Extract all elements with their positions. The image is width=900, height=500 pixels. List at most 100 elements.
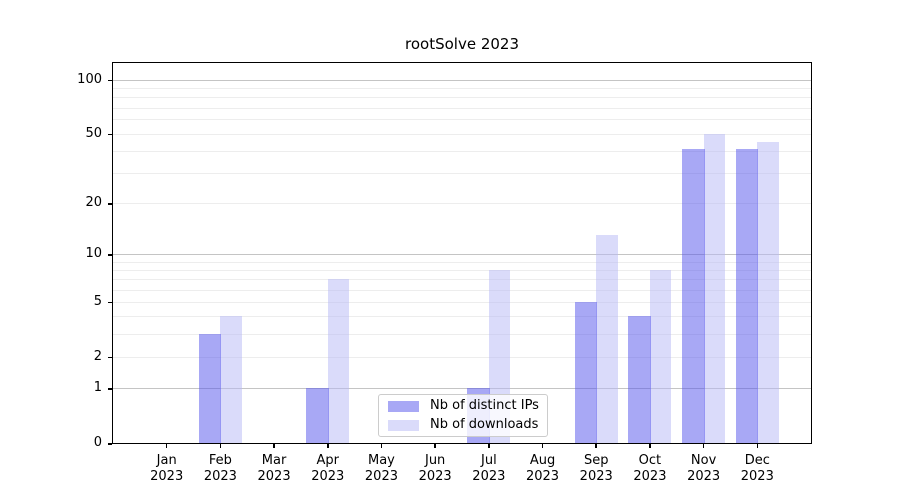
gridline-minor-8 [113, 270, 811, 272]
gridline-minor-90 [113, 87, 811, 89]
x-tick-year-apr: 2023 [311, 469, 345, 484]
x-tick-month-apr: Apr [316, 453, 340, 468]
gridline-major-10 [113, 254, 811, 256]
x-tick-label-jun: Jun 2023 [405, 453, 465, 485]
y-tick-mark-0 [108, 443, 112, 445]
bar-apr-downloads [327, 279, 350, 443]
x-tick-month-dec: Dec [744, 453, 770, 468]
x-tick-label-aug: Aug 2023 [513, 453, 573, 485]
x-tick-year-feb: 2023 [203, 469, 237, 484]
y-tick-label-1: 1 [93, 380, 102, 396]
bar-sep-distinct-ips [574, 301, 598, 443]
gridline-minor-50 [113, 133, 811, 135]
x-tick-label-dec: Dec 2023 [727, 453, 787, 485]
bar-feb-distinct-ips [198, 333, 222, 443]
x-tick-mark-oct [649, 444, 651, 448]
y-tick-label-0: 0 [93, 435, 102, 450]
y-tick-label-2: 2 [93, 348, 102, 364]
x-tick-mark-jul [488, 444, 490, 448]
x-tick-month-aug: Aug [529, 453, 556, 468]
gridline-minor-4 [113, 316, 811, 318]
gridline-minor-80 [113, 97, 811, 99]
x-tick-month-nov: Nov [690, 453, 717, 468]
plot-area [112, 62, 812, 444]
y-tick-label-100: 100 [77, 71, 102, 87]
x-tick-label-feb: Feb 2023 [190, 453, 250, 485]
legend-swatch-downloads [388, 419, 419, 431]
chart-title: rootSolve 2023 [405, 35, 519, 53]
gridline-minor-6 [113, 289, 811, 291]
gridline-minor-60 [113, 119, 811, 121]
y-tick-label-10: 10 [85, 246, 102, 262]
gridline-major-100 [113, 79, 811, 81]
x-tick-label-nov: Nov 2023 [674, 453, 734, 485]
legend: Nb of distinct IPs Nb of downloads [378, 394, 548, 437]
x-tick-label-jul: Jul 2023 [459, 453, 519, 485]
gridline-minor-40 [113, 150, 811, 152]
x-tick-month-jul: Jul [481, 453, 497, 468]
gridline-minor-20 [113, 203, 811, 205]
x-tick-month-mar: Mar [261, 453, 287, 468]
y-tick-mark-1 [108, 388, 112, 390]
gridline-minor-7 [113, 279, 811, 281]
x-tick-label-sep: Sep 2023 [566, 453, 626, 485]
x-tick-month-jun: Jun [424, 453, 446, 468]
x-tick-year-aug: 2023 [525, 469, 560, 484]
y-tick-mark-2 [108, 356, 112, 359]
legend-swatch-distinct-ips [388, 400, 419, 412]
y-tick-mark-10 [108, 254, 112, 256]
legend-item-distinct-ips: Nb of distinct IPs [388, 399, 547, 413]
y-axis: 0 1 2 5 10 20 50 100 [0, 63, 112, 450]
gridline-minor-70 [113, 107, 811, 109]
x-tick-year-oct: 2023 [633, 469, 667, 484]
x-tick-label-mar: Mar 2023 [244, 453, 304, 485]
x-tick-year-mar: 2023 [257, 469, 291, 484]
bar-dec-distinct-ips [735, 148, 759, 443]
x-tick-mark-jan [165, 444, 168, 448]
x-tick-mark-sep [595, 444, 597, 448]
bar-oct-downloads [649, 270, 672, 443]
x-tick-label-may: May 2023 [351, 453, 411, 485]
gridline-minor-5 [113, 301, 811, 303]
bar-nov-downloads [703, 133, 726, 443]
bar-feb-downloads [220, 316, 242, 443]
gridline-minor-30 [113, 172, 811, 174]
x-tick-mark-mar [273, 444, 275, 448]
y-tick-mark-50 [108, 133, 112, 136]
x-tick-mark-may [380, 444, 383, 448]
x-tick-month-may: May [368, 453, 395, 468]
gridline-major-1 [113, 388, 811, 390]
legend-item-downloads: Nb of downloads [388, 418, 547, 432]
y-tick-mark-20 [108, 203, 112, 205]
y-tick-label-5: 5 [93, 293, 102, 309]
x-tick-month-feb: Feb [208, 453, 232, 468]
x-tick-mark-dec [756, 444, 759, 448]
x-tick-year-may: 2023 [364, 469, 398, 484]
x-axis: Jan 2023 Feb 2023 Mar 2023 Apr 2023 May 2023 Jun 20… [113, 444, 811, 500]
y-tick-mark-100 [108, 79, 112, 82]
x-tick-month-sep: Sep [583, 453, 609, 468]
gridline-minor-9 [113, 261, 811, 263]
x-tick-month-jan: Jan [156, 453, 177, 468]
y-tick-label-20: 20 [85, 195, 102, 211]
x-tick-year-sep: 2023 [579, 469, 613, 484]
x-tick-mark-aug [541, 444, 544, 448]
x-tick-year-nov: 2023 [687, 469, 721, 484]
gridline-minor-2 [113, 356, 811, 358]
y-tick-label-50: 50 [85, 125, 102, 141]
x-tick-label-apr: Apr 2023 [298, 453, 358, 485]
x-tick-mark-apr [327, 444, 329, 448]
x-tick-year-jan: 2023 [150, 469, 184, 484]
x-tick-mark-nov [702, 444, 705, 448]
x-tick-year-jul: 2023 [472, 469, 506, 484]
x-tick-label-oct: Oct 2023 [620, 453, 680, 485]
x-tick-mark-feb [219, 444, 222, 448]
bar-dec-downloads [757, 141, 779, 443]
x-tick-month-oct: Oct [638, 453, 662, 468]
bar-apr-distinct-ips [306, 388, 329, 443]
x-tick-label-jan: Jan 2023 [137, 453, 197, 485]
x-tick-year-dec: 2023 [740, 469, 774, 484]
x-tick-year-jun: 2023 [418, 469, 452, 484]
bar-nov-distinct-ips [682, 148, 705, 443]
